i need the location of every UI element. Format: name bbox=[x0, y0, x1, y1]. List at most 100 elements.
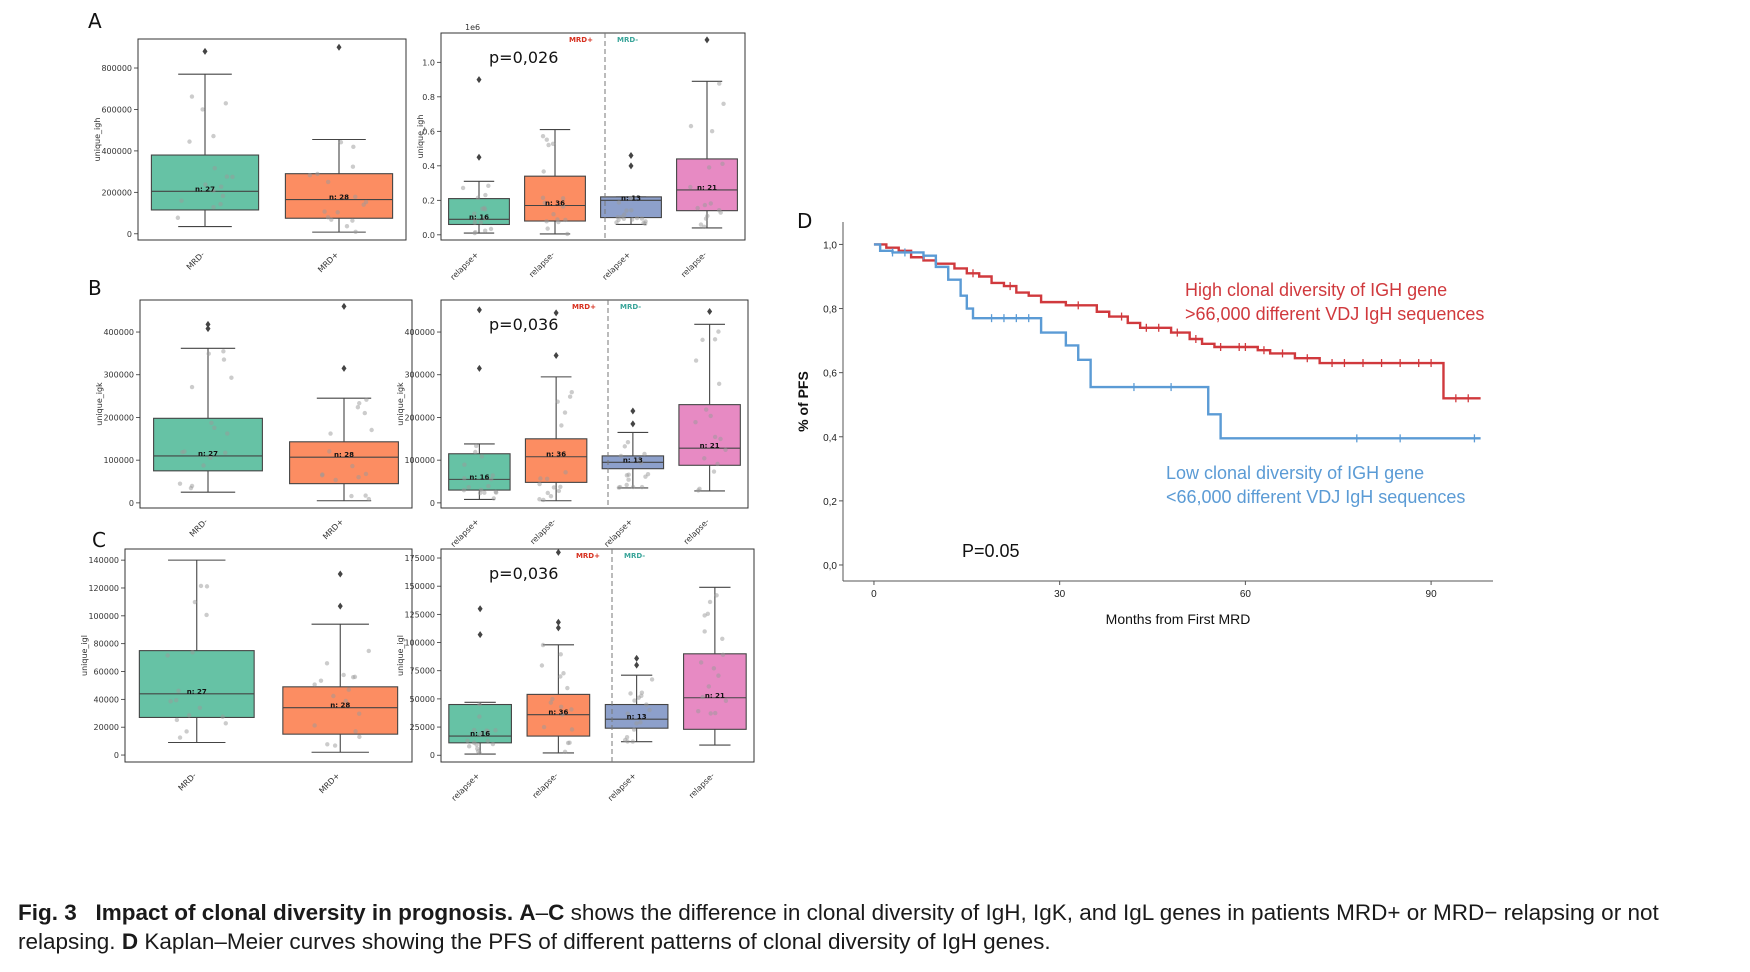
strip-point bbox=[175, 215, 181, 220]
strip-point bbox=[474, 443, 479, 449]
n-count-label: n: 27 bbox=[187, 688, 207, 696]
outlier-marker bbox=[634, 661, 640, 669]
strip-point bbox=[364, 397, 369, 402]
y-tick-label: 40000 bbox=[94, 695, 119, 704]
strip-point bbox=[639, 484, 645, 490]
group-label-mrd-pos: MRD+ bbox=[576, 552, 600, 560]
y-tick-label: 25000 bbox=[410, 723, 435, 732]
y-axis-label: unique_igh bbox=[416, 115, 425, 159]
strip-point bbox=[490, 473, 495, 478]
strip-point bbox=[622, 444, 627, 449]
strip-point bbox=[718, 436, 723, 442]
y-tick-label: 200000 bbox=[103, 413, 134, 422]
caption-letter-a: A bbox=[519, 900, 536, 925]
n-count-label: n: 16 bbox=[469, 473, 489, 481]
n-count-label: n: 27 bbox=[198, 450, 218, 458]
p-value-label: p=0,026 bbox=[489, 48, 558, 67]
strip-point bbox=[560, 712, 565, 717]
box-group: n: 21 bbox=[678, 308, 741, 493]
strip-point bbox=[472, 230, 477, 236]
strip-point bbox=[693, 419, 698, 425]
strip-point bbox=[477, 714, 482, 719]
strip-point bbox=[312, 723, 317, 728]
strip-point bbox=[702, 456, 707, 461]
box-group: n: 28 bbox=[284, 43, 394, 235]
strip-point bbox=[363, 471, 369, 477]
strip-point bbox=[189, 384, 195, 390]
strip-point bbox=[565, 685, 570, 691]
km-plot: D 0,0 0,2 0,4 0,6 0,8 1,0 0 30 60 90 % of PFS Months… bbox=[795, 209, 1493, 627]
strip-point bbox=[569, 389, 574, 395]
strip-point bbox=[647, 707, 652, 713]
strip-point bbox=[556, 219, 561, 225]
strip-point bbox=[550, 141, 556, 146]
strip-point bbox=[331, 693, 336, 699]
strip-point bbox=[537, 481, 542, 487]
strip-point bbox=[618, 453, 624, 459]
km-y-tick-label: 0,2 bbox=[823, 497, 837, 508]
strip-point bbox=[211, 133, 216, 139]
strip-point bbox=[493, 728, 498, 733]
strip-point bbox=[460, 185, 466, 191]
strip-point bbox=[350, 463, 355, 469]
strip-point bbox=[325, 179, 331, 185]
panel-a-right-boxplot: 0.0 0.2 0.4 0.6 0.8 1.0 unique_igh 1e6 n: 16 rela… bbox=[416, 23, 746, 282]
strip-point bbox=[538, 476, 543, 481]
strip-point bbox=[206, 351, 211, 356]
outlier-marker bbox=[476, 153, 482, 161]
strip-point bbox=[177, 735, 183, 740]
strip-point bbox=[714, 593, 719, 598]
strip-point bbox=[558, 704, 564, 710]
strip-point bbox=[485, 738, 491, 744]
y-tick-label: 175000 bbox=[404, 554, 435, 563]
plot-frame bbox=[440, 548, 755, 763]
y-tick-label: 0 bbox=[430, 499, 435, 508]
box-group: n: 27 bbox=[150, 47, 260, 228]
outlier-marker bbox=[337, 570, 343, 578]
strip-point bbox=[541, 724, 547, 730]
x-tick-label: relapse+ bbox=[602, 517, 634, 549]
strip-point bbox=[174, 717, 180, 723]
strip-point bbox=[346, 687, 351, 692]
x-tick-label: MRD+ bbox=[316, 250, 340, 274]
strip-point bbox=[616, 217, 621, 223]
x-tick-label: MRD+ bbox=[317, 771, 341, 795]
strip-point bbox=[324, 661, 330, 666]
strip-point bbox=[697, 486, 702, 492]
km-legend-high-line1: High clonal diversity of IGH gene bbox=[1185, 280, 1447, 300]
strip-point bbox=[700, 337, 705, 343]
strip-point bbox=[643, 474, 648, 479]
strip-point bbox=[221, 349, 226, 354]
strip-point bbox=[541, 497, 546, 503]
km-y-tick-label: 1,0 bbox=[823, 240, 837, 251]
strip-point bbox=[698, 660, 704, 665]
x-tick-label: relapse- bbox=[528, 517, 557, 546]
strip-point bbox=[565, 740, 571, 746]
strip-point bbox=[355, 405, 361, 410]
strip-point bbox=[561, 671, 566, 676]
km-x-tick-label: 60 bbox=[1240, 589, 1252, 600]
strip-point bbox=[488, 477, 494, 482]
strip-point bbox=[544, 476, 550, 481]
km-y-tick-label: 0,6 bbox=[823, 369, 837, 380]
strip-point bbox=[366, 496, 372, 502]
p-value-label: p=0,036 bbox=[489, 315, 558, 334]
strip-point bbox=[212, 425, 217, 430]
strip-point bbox=[341, 672, 346, 678]
strip-point bbox=[475, 195, 481, 200]
strip-point bbox=[649, 677, 655, 682]
strip-point bbox=[478, 487, 484, 493]
km-curve-low-diversity bbox=[873, 243, 1481, 440]
group-label-mrd-pos: MRD+ bbox=[569, 36, 593, 44]
panel-letter-b: B bbox=[88, 276, 102, 300]
box-group: n: 28 bbox=[282, 570, 399, 753]
outlier-marker bbox=[205, 320, 211, 328]
strip-point bbox=[632, 698, 637, 703]
strip-point bbox=[466, 484, 471, 490]
strip-point bbox=[223, 721, 228, 726]
y-tick-label: 0.0 bbox=[422, 231, 435, 240]
x-tick-label: MRD- bbox=[185, 250, 207, 272]
strip-point bbox=[327, 449, 332, 454]
plot-frame bbox=[139, 299, 413, 509]
panel-b-right-boxplot: 0 100000 200000 300000 400000 unique_igk n: 16… bbox=[396, 299, 749, 549]
